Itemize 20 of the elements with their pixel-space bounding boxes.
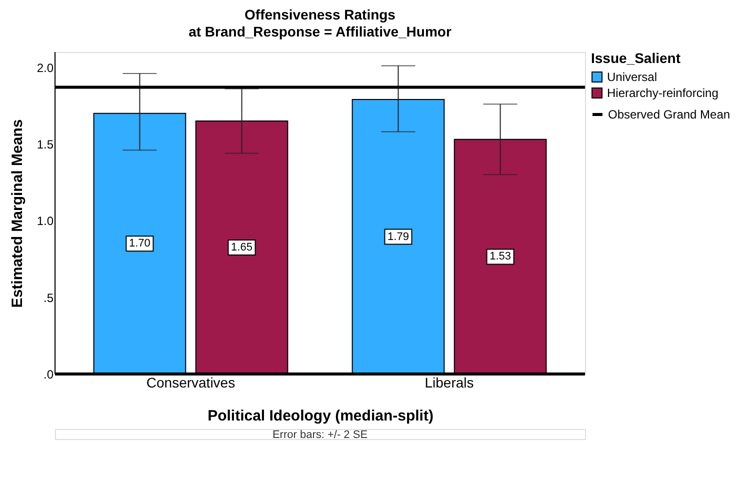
x-tick-label: Conservatives [146, 374, 236, 390]
legend-label: Universal [607, 70, 658, 84]
chart-subtitle: at Brand_Response = Affiliative_Humor [188, 24, 452, 40]
data-label: 1.65 [231, 242, 252, 254]
legend-label: Observed Grand Mean [608, 108, 730, 122]
x-axis-title: Political Ideology (median-split) [208, 408, 434, 424]
x-tick-label: Liberals [424, 374, 474, 390]
text: Error bars: +/- 2 SE [272, 429, 368, 441]
y-tick-label: .5 [43, 290, 54, 305]
data-label: 1.53 [490, 250, 512, 263]
y-tick-label: 1.0 [36, 214, 54, 228]
legend-title: Issue_Salient [591, 50, 681, 66]
y-tick-label: 1.5 [36, 138, 54, 152]
legend-label: Hierarchy-reinforcing [607, 86, 718, 100]
data-label: 1.70 [128, 238, 150, 250]
data-label: 1.79 [388, 230, 409, 243]
y-axis-title: Estimated Marginal Means [8, 119, 26, 308]
y-tick-label: 2.0 [36, 60, 54, 75]
chart-title: Offensiveness Ratings [244, 6, 396, 22]
y-tick-label: .0 [43, 368, 54, 382]
